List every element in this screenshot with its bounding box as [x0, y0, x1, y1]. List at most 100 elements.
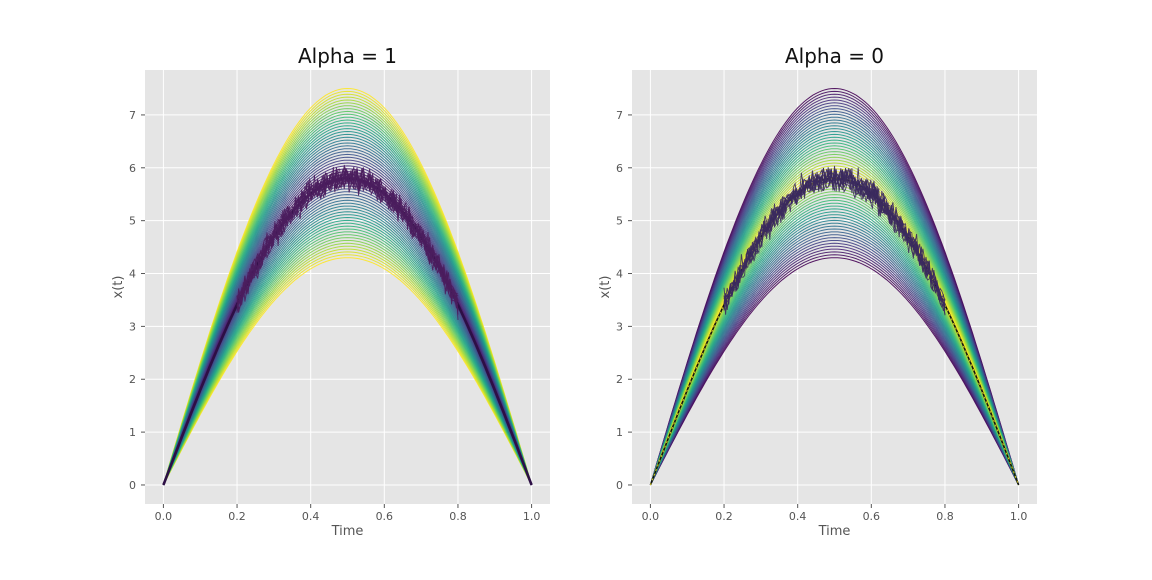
envelope-curve: [649, 225, 1020, 486]
envelope-curve: [649, 159, 1020, 486]
chart-title: Alpha = 1: [298, 44, 397, 68]
envelope-curve: [162, 122, 533, 486]
y-tick-label: 1: [129, 426, 136, 439]
envelope-curve: [162, 139, 533, 486]
envelope-curve: [649, 139, 1020, 486]
y-tick-label: 2: [129, 373, 136, 386]
envelope-curve: [162, 199, 533, 486]
envelope-curve: [649, 219, 1020, 486]
envelope-curve: [162, 205, 533, 486]
noisy-paths: [236, 164, 459, 321]
envelope-curve: [162, 245, 533, 486]
envelope-curve: [649, 133, 1020, 486]
envelope-curve: [162, 219, 533, 486]
envelope-curve: [162, 142, 533, 486]
envelope-curve: [649, 136, 1020, 486]
envelope-curve: [649, 148, 1020, 486]
envelope-curve: [162, 214, 533, 486]
envelope-curve: [649, 248, 1020, 486]
chart-panel-2: 0.0 0.2 0.4 0.6 0.8 1.0 0 1 2 3 4 5 6 7 Alpha = 0 Time x…: [598, 44, 1037, 539]
envelope-curves: [649, 87, 1020, 486]
envelope-curve: [162, 133, 533, 486]
noisy-path: [723, 165, 946, 315]
envelope-curve: [162, 159, 533, 486]
envelope-curve: [162, 165, 533, 486]
plot-background: [632, 70, 1037, 504]
envelope-curve: [162, 153, 533, 486]
envelope-curve: [649, 199, 1020, 486]
envelope-curve: [162, 222, 533, 486]
x-tick-label: 0.6: [376, 510, 394, 523]
x-tick-label: 0.8: [936, 510, 954, 523]
envelope-curve: [162, 113, 533, 486]
envelope-curve: [649, 245, 1020, 486]
envelope-curve: [162, 234, 533, 486]
y-tick-label: 1: [616, 426, 623, 439]
envelope-curve: [649, 113, 1020, 486]
envelope-curve: [649, 231, 1020, 486]
y-tick-label: 5: [129, 215, 136, 228]
envelope-curve: [649, 142, 1020, 486]
plot-background: [145, 70, 550, 504]
envelope-curve: [649, 214, 1020, 486]
envelope-curve: [649, 153, 1020, 486]
envelope-curve: [649, 162, 1020, 486]
envelope-curve: [649, 228, 1020, 486]
envelope-curve: [162, 208, 533, 486]
envelope-curve: [162, 237, 533, 486]
envelope-curve: [649, 208, 1020, 486]
envelope-curve: [162, 188, 533, 486]
y-tick-label: 4: [129, 268, 136, 281]
x-tick-label: 1.0: [1010, 510, 1028, 523]
envelope-curve: [162, 254, 533, 486]
envelope-curve: [649, 234, 1020, 486]
envelope-curve: [649, 182, 1020, 486]
envelope-curve: [649, 257, 1020, 486]
y-tick-label: 0: [616, 479, 623, 492]
y-tick-label: 2: [616, 373, 623, 386]
envelope-curve: [162, 151, 533, 486]
x-tick-label: 0.8: [449, 510, 467, 523]
envelope-curve: [649, 216, 1020, 486]
x-tick-label: 0.4: [789, 510, 807, 523]
x-tick-label: 0.2: [228, 510, 246, 523]
noisy-path: [236, 167, 459, 315]
envelope-curve: [162, 196, 533, 486]
y-tick-label: 5: [616, 215, 623, 228]
y-tick-label: 4: [616, 268, 623, 281]
x-tick-label: 1.0: [523, 510, 541, 523]
envelope-curve: [162, 145, 533, 486]
envelope-curve: [649, 240, 1020, 486]
envelope-curve: [162, 168, 533, 486]
envelope-curve: [162, 191, 533, 486]
x-axis-label: Time: [331, 524, 364, 539]
noisy-path: [236, 168, 459, 311]
envelope-curve: [649, 151, 1020, 486]
envelope-curve: [162, 240, 533, 486]
y-tick-label: 3: [616, 320, 623, 333]
x-tick-label: 0.0: [642, 510, 660, 523]
envelope-curve: [162, 231, 533, 486]
envelope-curve: [649, 122, 1020, 486]
y-tick-label: 6: [129, 162, 136, 175]
mean-curve-highlight: [650, 177, 1019, 486]
envelope-curve: [162, 156, 533, 486]
y-tick-label: 0: [129, 479, 136, 492]
envelope-curve: [649, 211, 1020, 486]
envelope-curve: [162, 211, 533, 486]
envelope-curve: [162, 194, 533, 486]
y-axis-label: x(t): [598, 276, 613, 299]
envelope-curve: [162, 136, 533, 486]
plot-area: [649, 87, 1020, 486]
x-axis-label: Time: [818, 524, 851, 539]
x-tick-label: 0.0: [155, 510, 173, 523]
axis-ticks: 0.0 0.2 0.4 0.6 0.8 1.0 0 1 2 3 4 5 6 7: [129, 109, 540, 523]
x-tick-label: 0.2: [715, 510, 733, 523]
noisy-paths: [723, 165, 946, 316]
envelope-curve: [162, 162, 533, 486]
chart-title: Alpha = 0: [785, 44, 884, 68]
envelope-curve: [649, 130, 1020, 486]
envelope-curve: [649, 145, 1020, 486]
envelope-curve: [162, 248, 533, 486]
y-tick-label: 7: [616, 109, 623, 122]
